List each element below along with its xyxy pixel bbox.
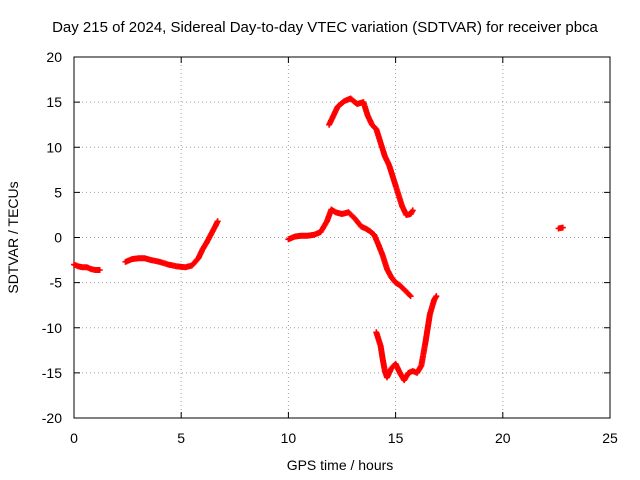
x-tick-label: 0 [70,430,78,446]
series-1 [71,261,103,273]
x-tick-label: 10 [281,430,297,446]
x-tick-label: 20 [495,430,511,446]
x-tick-label: 25 [602,430,618,446]
series-3 [285,206,414,300]
x-tick-label: 5 [177,430,185,446]
y-tick-label: -20 [42,410,62,426]
data-point [559,224,566,231]
x-axis-label: GPS time / hours [287,457,394,473]
data-point [433,293,440,300]
y-tick-label: -15 [42,365,62,381]
y-tick-label: -10 [42,320,62,336]
grid [74,57,610,418]
series-5 [373,293,440,384]
y-tick-label: -5 [50,275,63,291]
y-tick-label: 10 [46,139,62,155]
data-point [407,293,414,300]
y-tick-label: 5 [54,184,62,200]
data-point [406,292,413,299]
y-tick-label: 20 [46,49,62,65]
y-tick-label: 15 [46,94,62,110]
chart-title: Day 215 of 2024, Sidereal Day-to-day VTE… [52,19,598,36]
series-6 [555,224,566,232]
data-point [96,266,103,273]
data-point [214,218,221,225]
axis-ticks: 0 5 10 15 20 25 20 15 10 5 0 -5 -10 -15 -20 [42,49,618,446]
x-tick-label: 15 [388,430,404,446]
data-marks [71,95,566,384]
y-axis-label: SDTVAR / TECUs [5,181,21,293]
series-4 [326,95,416,218]
y-tick-label: 0 [54,230,62,246]
series-2 [122,218,221,271]
data-point [409,207,416,214]
